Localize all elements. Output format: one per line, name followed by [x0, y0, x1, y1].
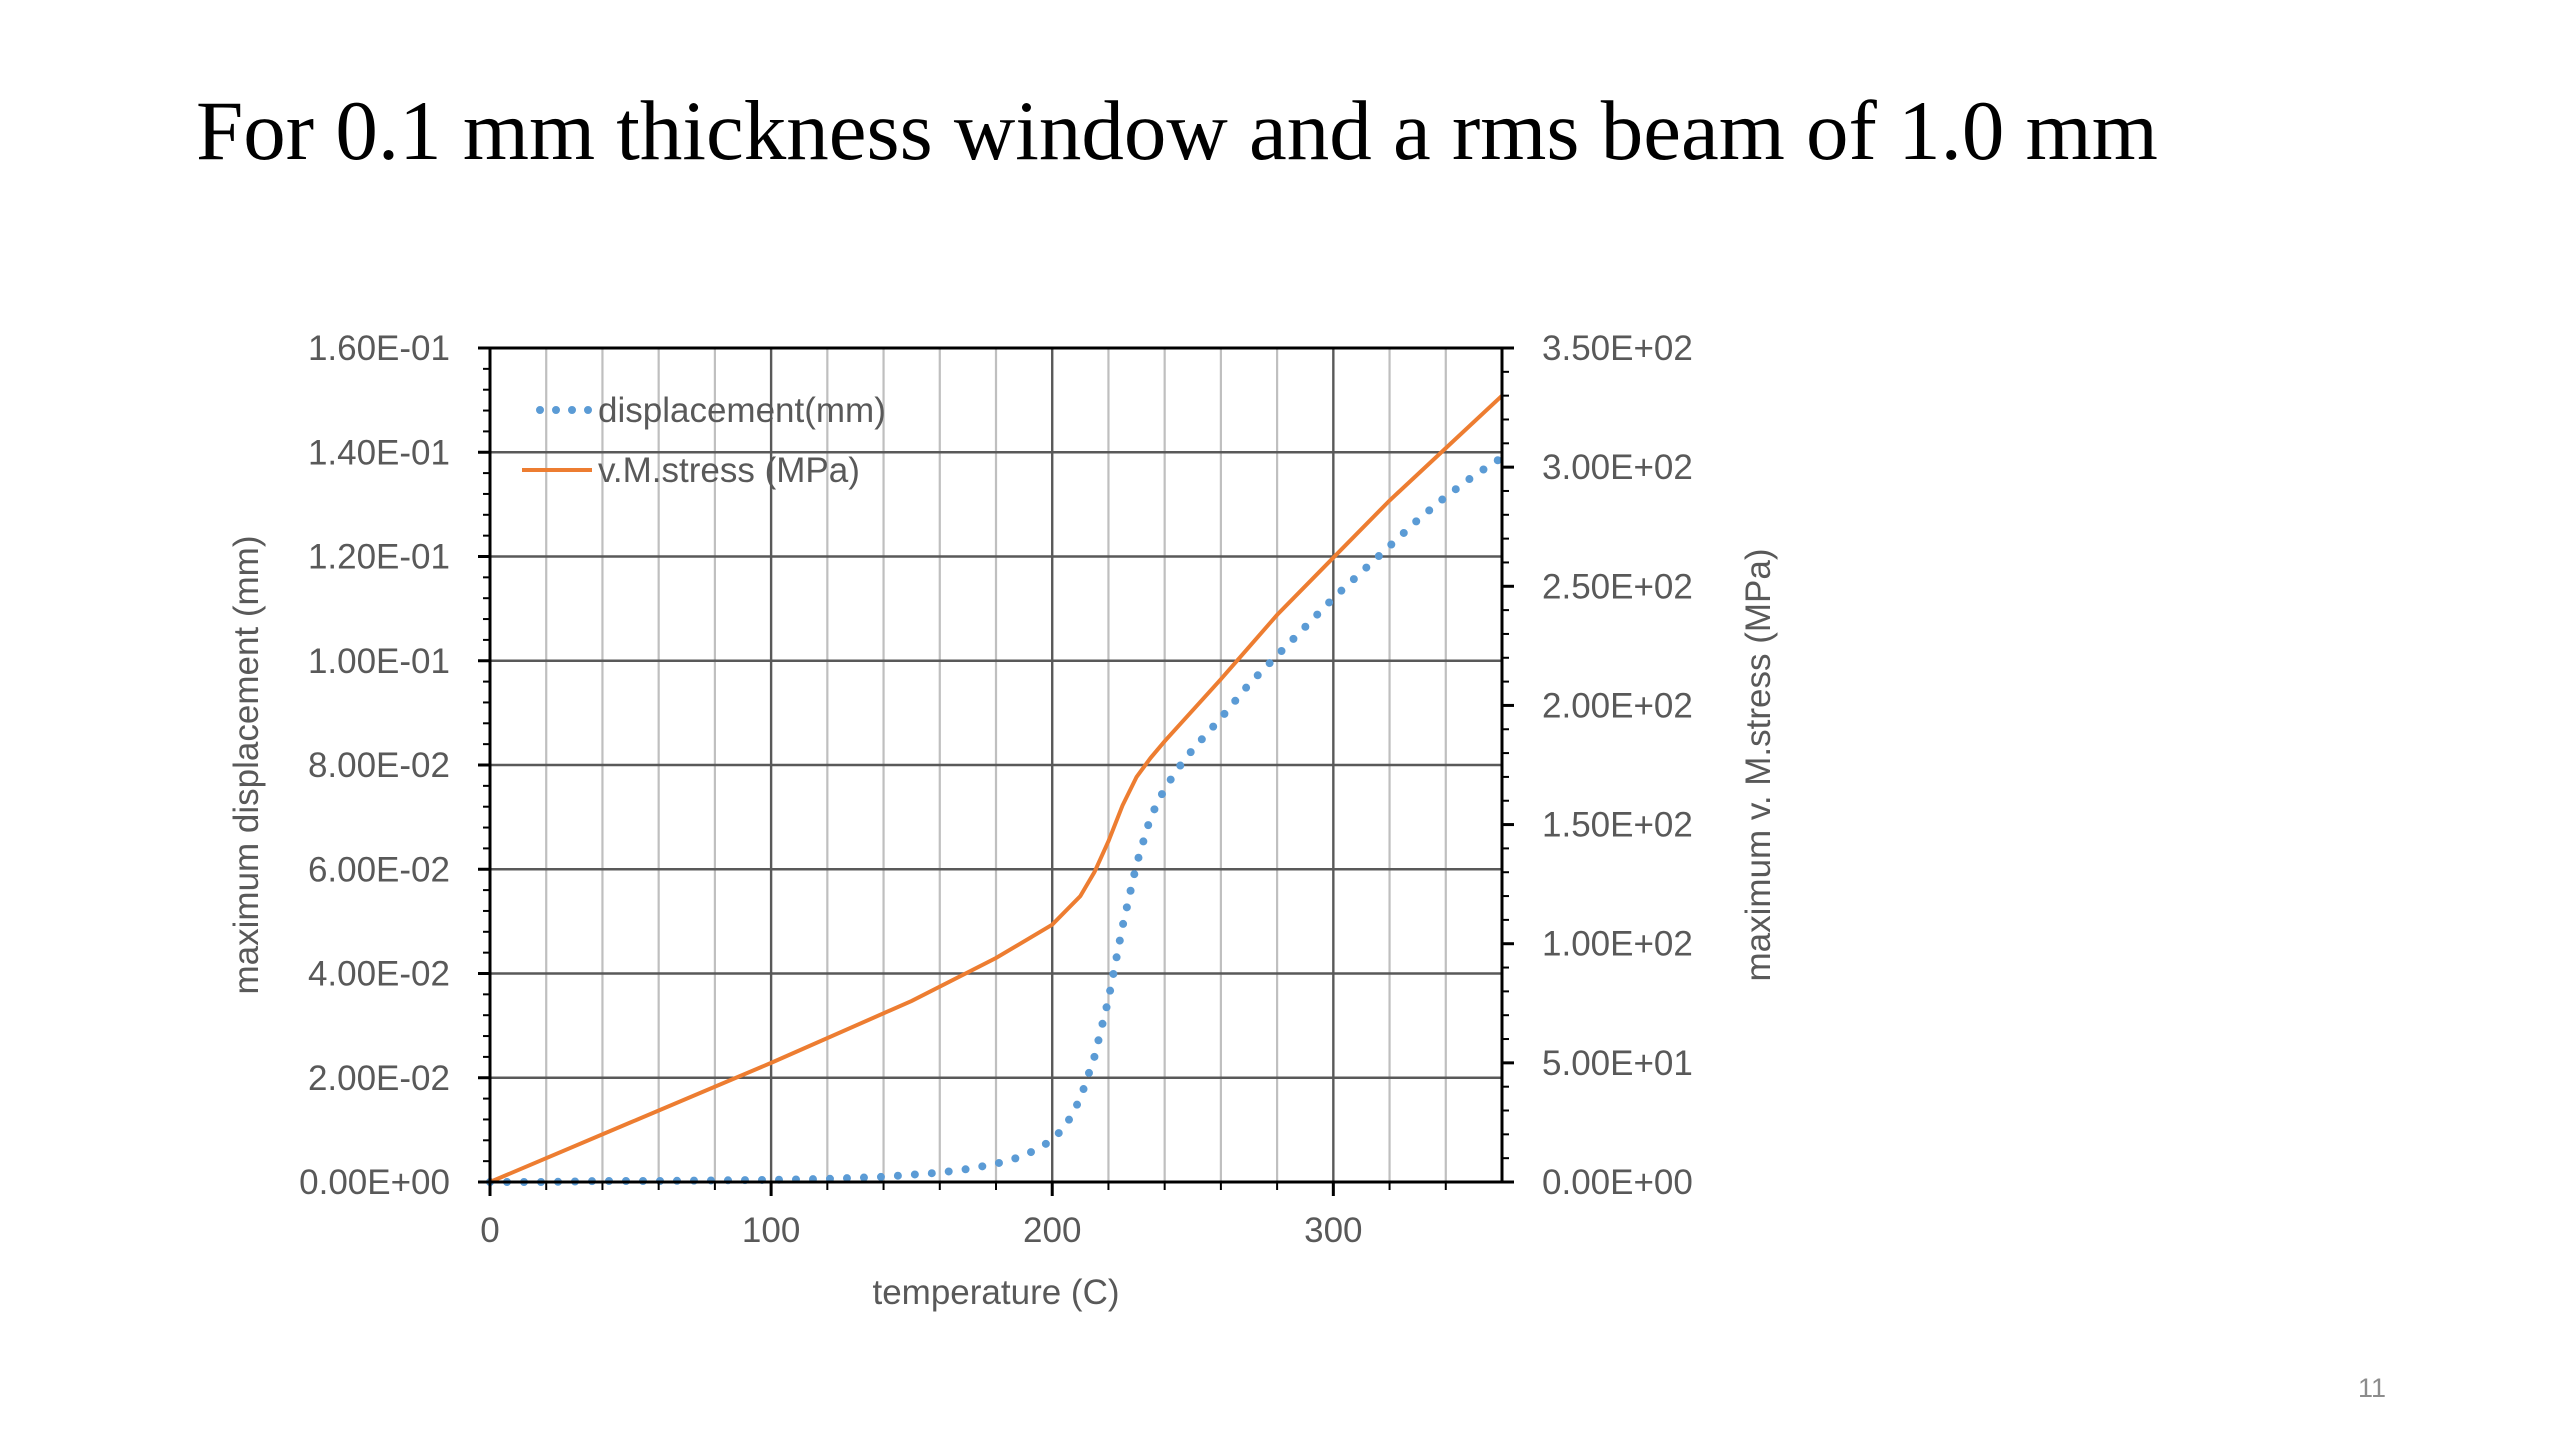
- y-tick-label: 6.00E-02: [308, 850, 450, 889]
- y2-tick-label: 1.00E+02: [1542, 925, 1693, 964]
- y-tick-label: 0.00E+00: [299, 1163, 450, 1202]
- y2-axis-title: maximum v. M.stress (MPa): [1739, 549, 1778, 982]
- x-tick-label: 0: [480, 1211, 499, 1250]
- y2-tick-label: 3.50E+02: [1542, 329, 1693, 368]
- y2-tick-label: 1.50E+02: [1542, 806, 1693, 845]
- y2-tick-label: 2.50E+02: [1542, 567, 1693, 606]
- y-tick-label: 2.00E-02: [308, 1059, 450, 1098]
- x-tick-label: 200: [1023, 1211, 1081, 1250]
- y-tick-label: 1.20E-01: [308, 538, 450, 577]
- y-tick-label: 1.00E-01: [308, 642, 450, 681]
- x-tick-label: 100: [742, 1211, 800, 1250]
- y-tick-label: 1.40E-01: [308, 433, 450, 472]
- tick-labels: 0.00E+00 2.00E-02 4.00E-02 6.00E-02 8.00E-02…: [227, 329, 1778, 1312]
- y2-tick-label: 0.00E+00: [1542, 1163, 1693, 1202]
- y2-tick-label: 5.00E+01: [1542, 1044, 1693, 1083]
- x-axis-title: temperature (C): [872, 1273, 1119, 1312]
- y-tick-label: 1.60E-01: [308, 329, 450, 368]
- series-layer: [486, 394, 1506, 1186]
- legend: displacement(mm) v.M.stress (MPa): [522, 391, 886, 490]
- y2-tick-label: 3.00E+02: [1542, 448, 1693, 487]
- slide-title: For 0.1 mm thickness window and a rms be…: [196, 84, 2158, 178]
- legend-label-stress: v.M.stress (MPa): [598, 451, 860, 490]
- y-axis-title: maximum displacement (mm): [227, 536, 266, 995]
- page-number: 11: [2358, 1373, 2387, 1403]
- displacement-series-line: [486, 453, 1506, 1186]
- y-tick-label: 8.00E-02: [308, 746, 450, 785]
- legend-label-displacement: displacement(mm): [598, 391, 886, 430]
- x-tick-label: 300: [1304, 1211, 1362, 1250]
- y2-tick-label: 2.00E+02: [1542, 686, 1693, 725]
- axes: [478, 346, 1514, 1196]
- y-tick-label: 4.00E-02: [308, 955, 450, 994]
- stress-series-line: [489, 394, 1504, 1184]
- grid-lines: [490, 346, 1502, 1182]
